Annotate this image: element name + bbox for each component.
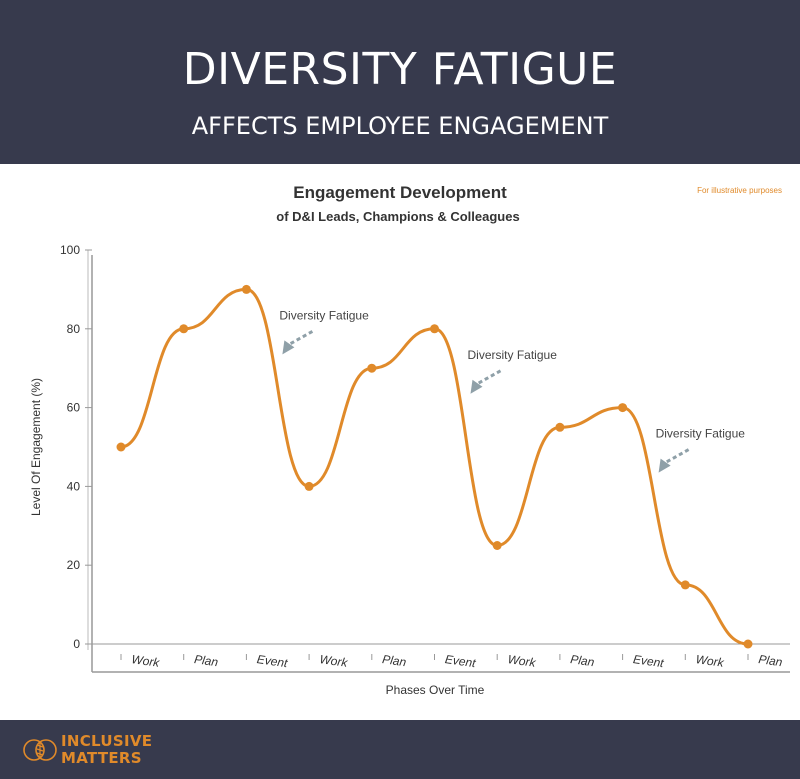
y-tick-label: 60 [67,401,81,415]
x-tick-label: Work [319,652,350,670]
data-point [179,324,189,334]
x-tick-label: Work [507,652,538,670]
x-tick-label: Plan [758,652,784,669]
annotation-label: Diversity Fatigue [656,427,746,441]
data-point [555,422,565,432]
x-tick-label: Event [444,652,477,670]
page-subtitle: AFFECTS EMPLOYEE ENGAGEMENT [191,112,609,140]
page-title: DIVERSITY FATIGUE [182,44,618,95]
data-point [430,324,439,334]
illustrative-note: For illustrative purposes [697,186,782,195]
y-tick-label: 100 [60,243,80,257]
data-point [618,403,628,413]
x-tick-label: Event [256,652,289,670]
data-point [367,363,377,373]
data-point [241,284,251,294]
y-tick-label: 40 [67,479,81,493]
engagement-chart: Engagement Development of D&I Leads, Cha… [29,183,790,697]
x-tick-label: Plan [381,652,407,669]
annotation-arrow-shaft [662,448,690,465]
x-tick-label: Work [695,652,726,670]
data-point [492,541,502,550]
logo-icon [23,739,57,761]
logo-text: INCLUSIVE MATTERS [61,733,152,767]
annotation-label: Diversity Fatigue [279,308,369,322]
y-tick-label: 80 [67,322,81,336]
footer: INCLUSIVE MATTERS [0,720,800,779]
annotation-arrow-shaft [474,369,502,387]
axes [85,250,790,673]
data-point [680,580,690,590]
y-axis-label: Level Of Engagement (%) [29,378,43,516]
chart-subtitle: of D&I Leads, Champions & Colleagues [276,209,519,224]
header: DIVERSITY FATIGUE AFFECTS EMPLOYEE ENGAG… [0,0,800,164]
x-tick-label: Work [131,652,162,670]
logo-line-2: MATTERS [61,749,142,767]
y-tick-label: 0 [73,637,80,651]
annotation-label: Diversity Fatigue [468,348,558,362]
x-tick-label: Event [632,652,665,670]
arrow-head-icon [658,458,671,473]
arrow-head-icon [282,340,295,355]
series-line [120,287,749,646]
arrow-head-icon [470,379,483,394]
x-axis-label: Phases Over Time [386,683,485,697]
y-tick-label: 20 [67,558,81,572]
chart-title: Engagement Development [293,183,507,202]
data-point [743,639,753,649]
data-point [116,442,126,452]
x-tick-label: Plan [193,652,219,669]
annotation-arrow-shaft [286,330,314,347]
logo-line-1: INCLUSIVE [61,732,153,750]
data-point [304,481,314,491]
x-tick-label: Plan [569,652,595,669]
